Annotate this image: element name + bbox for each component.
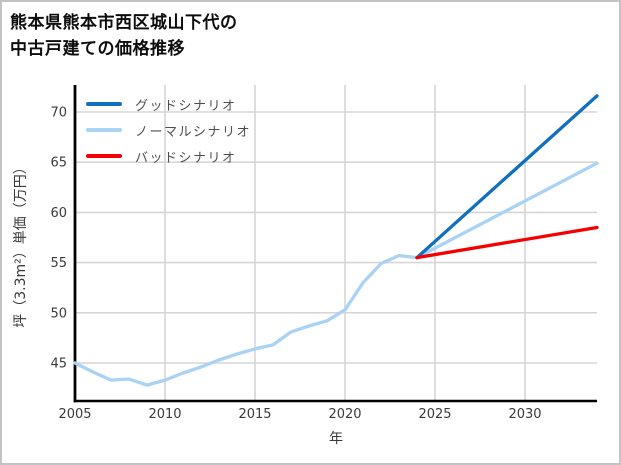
y-tick-label-65: 65: [50, 156, 67, 171]
legend-swatch-normal: [86, 128, 122, 132]
legend-label-normal: ノーマルシナリオ: [135, 124, 252, 140]
x-tick-label-2015: 2015: [238, 407, 271, 422]
data-series: [73, 94, 599, 387]
series-line-price-history: [73, 253, 419, 387]
series-line-normal-scenario: [415, 161, 599, 260]
chart-title-line-1: 熊本県熊本市西区城山下代の: [10, 13, 238, 33]
x-tick-label-2030: 2030: [508, 407, 541, 422]
gridlines: [75, 85, 597, 401]
axes-spines: [73, 85, 597, 403]
x-tick-label-2020: 2020: [328, 407, 361, 422]
legend-label-good: グッドシナリオ: [135, 98, 237, 114]
x-tick-label-2010: 2010: [148, 407, 181, 422]
y-axis-label: 坪（3.3m²）単価（万円）: [13, 160, 29, 328]
y-tick-label-70: 70: [50, 106, 67, 121]
legend-item-good: グッドシナリオ: [86, 94, 251, 114]
legend-swatch-bad: [86, 154, 122, 158]
x-tick-label-2025: 2025: [418, 407, 451, 422]
y-tick-label-60: 60: [50, 206, 67, 221]
chart-title-line-2: 中古戸建ての価格推移: [10, 39, 185, 60]
series-line-good-scenario: [415, 94, 599, 260]
series-line-bad-scenario: [415, 225, 599, 260]
x-axis-label: 年: [329, 431, 343, 447]
y-tick-label-55: 55: [50, 256, 67, 271]
chart-title: 熊本県熊本市西区城山下代の 中古戸建ての価格推移: [10, 10, 238, 63]
legend-item-bad: バッドシナリオ: [86, 146, 251, 166]
legend-item-normal: ノーマルシナリオ: [86, 120, 251, 140]
y-tick-label-45: 45: [50, 357, 67, 372]
y-tick-label-50: 50: [50, 306, 67, 321]
tick-labels: 2005 2010 2015 2020 2025 2030 45 50 55 60 65 70: [50, 106, 541, 423]
legend-label-bad: バッドシナリオ: [135, 150, 237, 166]
x-tick-label-2005: 2005: [58, 407, 91, 422]
legend: グッドシナリオ ノーマルシナリオ バッドシナリオ: [86, 94, 251, 166]
legend-swatch-good: [86, 102, 122, 106]
